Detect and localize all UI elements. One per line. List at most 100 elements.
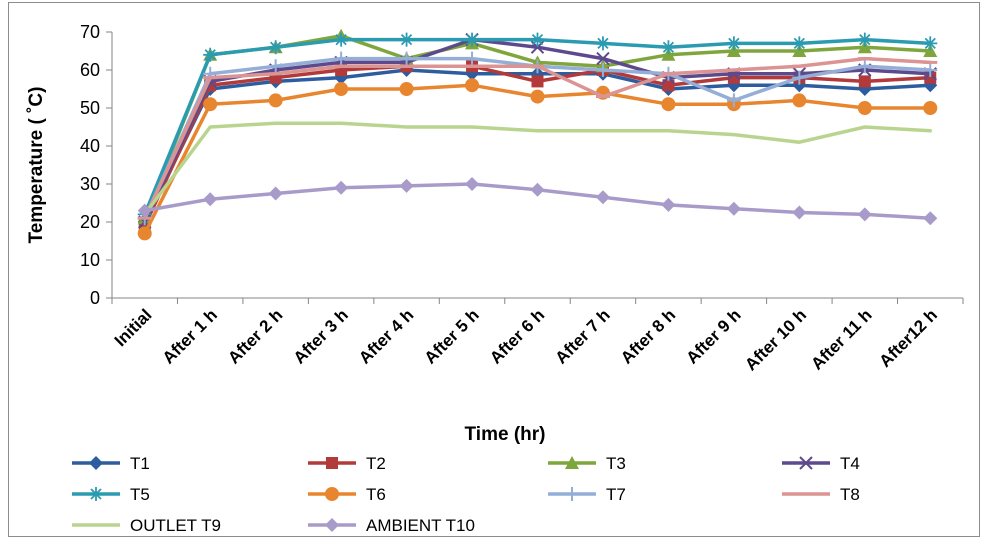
legend-marker [326, 457, 338, 469]
data-point [595, 190, 610, 205]
data-point [792, 36, 807, 51]
data-point [595, 63, 610, 77]
legend-label: T8 [840, 485, 860, 504]
data-point [661, 40, 676, 55]
data-point [923, 211, 938, 226]
legend-item: T4 [782, 454, 860, 473]
legend-item: T5 [72, 485, 150, 504]
legend-item: OUTLET T9 [72, 516, 221, 535]
legend-label: T6 [366, 485, 386, 504]
data-point [858, 75, 871, 88]
data-point [662, 79, 675, 92]
data-point [137, 203, 152, 218]
data-point [203, 47, 218, 62]
legend-marker [89, 456, 103, 470]
data-point [465, 177, 480, 191]
x-tick-label: After 9 h [683, 305, 745, 367]
x-tick-label: After 5 h [421, 305, 483, 367]
y-tick-label: 70 [80, 22, 100, 42]
chart-frame [8, 2, 980, 537]
x-tick-label: Initial [111, 305, 156, 350]
x-tick-label: After 8 h [617, 305, 679, 367]
data-point [137, 226, 152, 241]
legend-item: T8 [782, 485, 860, 504]
y-tick-label: 60 [80, 60, 100, 80]
data-point [792, 205, 807, 220]
x-tick-label: After 1 h [159, 305, 221, 367]
legend-marker [89, 487, 103, 501]
data-point [268, 93, 283, 108]
series-line [142, 121, 933, 217]
x-tick-label: After 7 h [552, 305, 614, 367]
data-point [726, 36, 741, 51]
legend-item: T2 [308, 454, 386, 473]
data-point [334, 180, 349, 195]
legend-label: T1 [130, 454, 150, 473]
x-tick-label: After12 h [876, 305, 942, 371]
data-point [595, 36, 610, 51]
series-t5 [137, 32, 938, 222]
x-tick-label: After 11 h [807, 305, 875, 373]
legend-label: T5 [130, 485, 150, 504]
data-point [923, 101, 938, 115]
data-point [923, 63, 938, 77]
data-point [399, 51, 414, 66]
data-point [923, 44, 938, 57]
legend-item: T1 [72, 454, 150, 473]
data-point [726, 201, 741, 216]
legend-label: T7 [606, 485, 626, 504]
x-tick-label: After 10 h [741, 305, 810, 374]
x-tick-label: After 2 h [224, 305, 286, 367]
series-t6 [137, 78, 938, 241]
data-point [661, 197, 676, 212]
data-point [792, 93, 807, 108]
data-point [530, 89, 545, 104]
data-point [465, 78, 480, 93]
legend-item: T6 [308, 485, 386, 504]
data-point [399, 178, 414, 193]
data-point [334, 51, 349, 66]
y-axis-title: Temperature ( ˚C) [26, 87, 47, 244]
y-tick-label: 40 [80, 136, 100, 156]
data-point [203, 97, 218, 112]
data-point [465, 32, 480, 47]
data-point [203, 192, 218, 207]
legend-item: AMBIENT T10 [308, 516, 475, 535]
legend-item: T7 [548, 485, 626, 504]
x-tick-label: After 6 h [486, 305, 548, 367]
data-point [530, 32, 545, 47]
x-axis-title: Time (hr) [465, 424, 546, 445]
legend-item: T3 [548, 454, 626, 473]
data-point [399, 32, 414, 47]
legend-marker [565, 456, 579, 469]
data-point [857, 59, 872, 74]
data-point [857, 207, 872, 222]
legend-label: T4 [840, 454, 860, 473]
data-point [857, 32, 872, 47]
legend-marker [565, 487, 579, 501]
data-point [661, 47, 676, 61]
legend-marker [325, 518, 339, 532]
data-point [399, 82, 414, 96]
data-point [268, 40, 283, 55]
data-point [334, 32, 349, 47]
data-point [596, 51, 610, 66]
y-tick-label: 30 [80, 174, 100, 194]
data-point [726, 93, 741, 108]
legend-marker [325, 487, 339, 501]
legend: T1 T2 T3 T4 T5 T6 T7 T8 OUTLET T9 AMBIENT T10 [72, 454, 860, 535]
legend-label: AMBIENT T10 [366, 516, 475, 535]
data-point [268, 186, 283, 201]
x-tick-label: After 3 h [290, 305, 352, 367]
legend-marker [799, 456, 813, 470]
y-tick-label: 20 [80, 212, 100, 232]
data-point [726, 44, 741, 57]
series-outlet-t9 [142, 121, 933, 217]
x-tick-label: After 4 h [355, 305, 417, 367]
legend-label: OUTLET T9 [130, 516, 221, 535]
data-point [531, 75, 544, 88]
data-point [792, 70, 807, 85]
y-tick-label: 50 [80, 98, 100, 118]
data-point [465, 51, 480, 66]
series-ambient-t10 [137, 177, 938, 226]
